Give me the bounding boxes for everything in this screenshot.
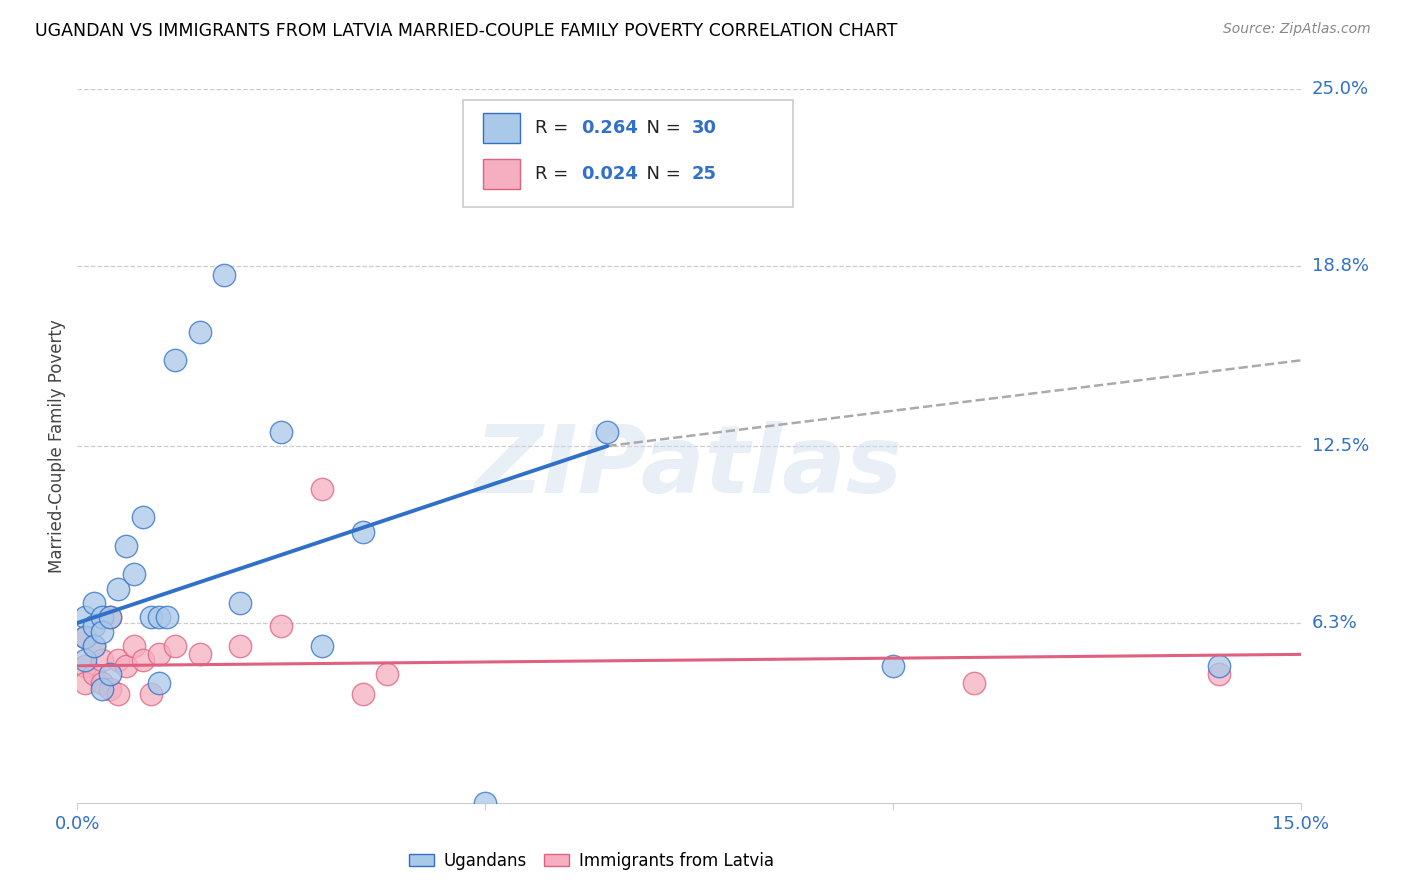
Point [75,658,97,673]
Point [98,667,121,681]
Text: N =: N = [636,120,686,137]
Text: 6.3%: 6.3% [1312,614,1357,632]
Point [83,639,105,653]
Point [474,796,496,810]
Point [75,630,97,644]
Text: N =: N = [636,165,686,184]
Text: UGANDAN VS IMMIGRANTS FROM LATVIA MARRIED-COUPLE FAMILY POVERTY CORRELATION CHAR: UGANDAN VS IMMIGRANTS FROM LATVIA MARRIE… [35,22,897,40]
Point [148,648,170,662]
Point [98,610,121,624]
Text: 30: 30 [692,120,717,137]
Text: 12.5%: 12.5% [1312,437,1369,455]
Point [107,653,129,667]
Point [90,610,112,624]
Point [115,539,138,553]
Text: 25: 25 [692,165,717,184]
Point [139,610,162,624]
Point [882,658,904,673]
Point [212,268,235,282]
Legend: Ugandans, Immigrants from Latvia: Ugandans, Immigrants from Latvia [402,846,780,877]
Point [229,639,252,653]
Point [148,676,170,690]
FancyBboxPatch shape [463,100,793,207]
Point [311,482,333,496]
Point [98,610,121,624]
Text: 18.8%: 18.8% [1312,257,1368,275]
Point [75,630,97,644]
Text: 0.264: 0.264 [581,120,638,137]
Point [596,425,619,439]
Point [139,687,162,701]
Text: 0.024: 0.024 [581,165,638,184]
Point [115,658,138,673]
Point [107,687,129,701]
Point [1208,658,1230,673]
Point [90,624,112,639]
Point [165,639,187,653]
Point [131,510,153,524]
Point [90,676,112,690]
Point [131,653,153,667]
Text: R =: R = [534,165,574,184]
Point [83,667,105,681]
Point [75,653,97,667]
Point [83,639,105,653]
Point [352,524,374,539]
Point [107,582,129,596]
Text: Source: ZipAtlas.com: Source: ZipAtlas.com [1223,22,1371,37]
Point [311,639,333,653]
Point [98,681,121,696]
Point [1208,667,1230,681]
Bar [484,113,520,144]
Point [375,667,398,681]
Point [352,687,374,701]
Point [75,676,97,690]
Point [188,325,211,339]
Text: ZIPatlas: ZIPatlas [475,421,903,514]
Point [90,653,112,667]
Point [229,596,252,610]
Point [165,353,187,368]
Y-axis label: Married-Couple Family Poverty: Married-Couple Family Poverty [48,319,66,573]
Text: R =: R = [534,120,574,137]
Bar [484,160,520,189]
Point [963,676,986,690]
Point [124,639,146,653]
Point [83,596,105,610]
Point [188,648,211,662]
Point [90,681,112,696]
Point [270,425,292,439]
Point [83,619,105,633]
Point [148,610,170,624]
Text: 25.0%: 25.0% [1312,80,1369,98]
Point [75,610,97,624]
Point [124,567,146,582]
Point [156,610,179,624]
Point [270,619,292,633]
